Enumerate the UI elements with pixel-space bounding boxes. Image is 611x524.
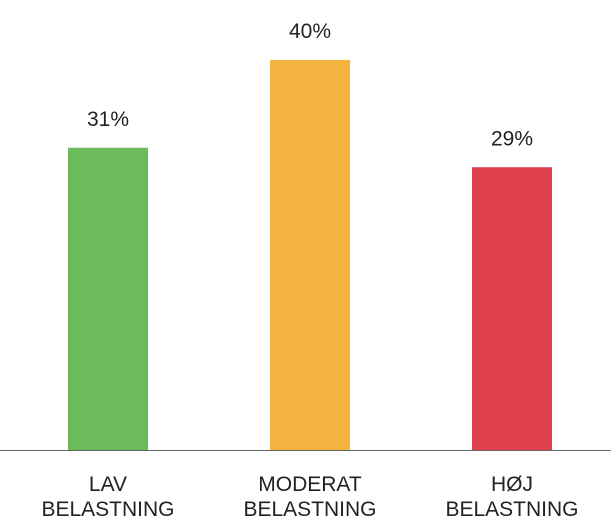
category-label-0-line-0: LAV [89,473,127,496]
category-label-2-line-1: BELASTNING [445,498,578,521]
bars-layer [68,60,552,450]
category-label-1-line-0: MODERAT [258,473,362,496]
bar-1 [270,60,350,450]
value-label-1: 40% [289,20,331,43]
category-label-1: MODERAT BELASTNING [243,473,376,521]
category-label-1-line-1: BELASTNING [243,498,376,521]
category-label-2-line-0: HØJ [491,473,533,496]
category-label-0: LAV BELASTNING [41,473,174,521]
value-labels-layer: 31% 40% 29% [87,20,533,150]
bar-0 [68,147,148,450]
bar-2 [472,167,552,450]
category-label-0-line-1: BELASTNING [41,498,174,521]
value-label-0: 31% [87,108,129,131]
category-label-2: HØJ BELASTNING [445,473,578,521]
value-label-2: 29% [491,127,533,150]
